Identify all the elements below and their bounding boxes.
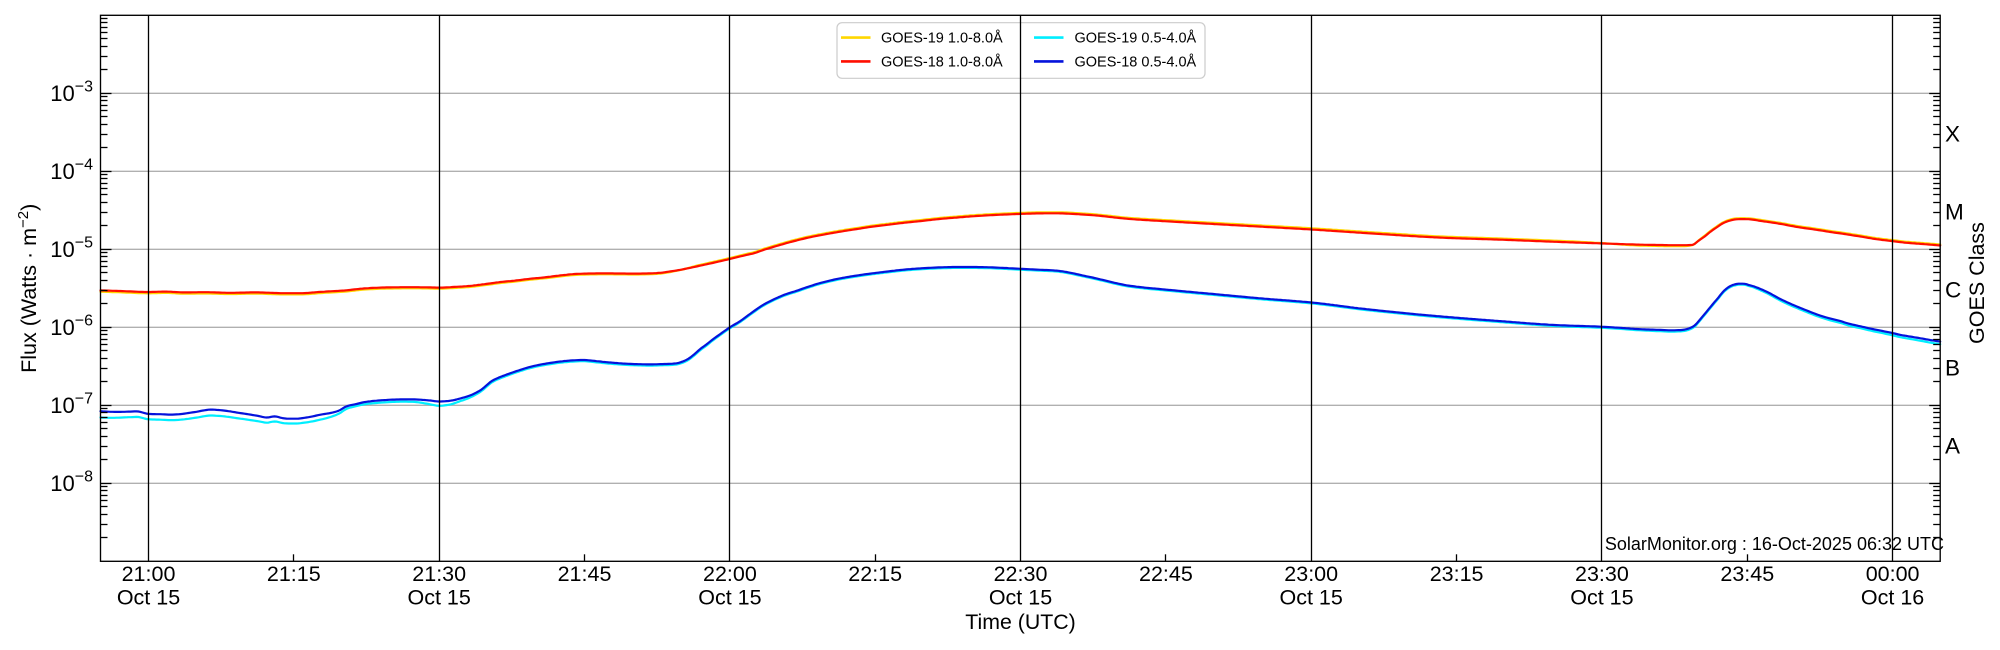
svg-text:Oct 16: Oct 16 bbox=[1861, 586, 1924, 610]
svg-text:GOES-18 1.0-8.0Å: GOES-18 1.0-8.0Å bbox=[881, 53, 1003, 70]
svg-text:23:45: 23:45 bbox=[1720, 562, 1774, 586]
svg-text:22:00: 22:00 bbox=[703, 562, 757, 586]
svg-text:GOES Class: GOES Class bbox=[1965, 222, 1989, 344]
svg-text:10−8: 10−8 bbox=[50, 468, 93, 496]
svg-text:10−5: 10−5 bbox=[50, 234, 93, 262]
svg-text:X: X bbox=[1945, 121, 1960, 146]
svg-text:23:00: 23:00 bbox=[1284, 562, 1338, 586]
svg-text:Oct 15: Oct 15 bbox=[408, 586, 471, 610]
svg-text:22:15: 22:15 bbox=[848, 562, 902, 586]
svg-text:Flux (Watts · m−2): Flux (Watts · m−2) bbox=[15, 204, 41, 373]
svg-text:22:45: 22:45 bbox=[1139, 562, 1193, 586]
svg-text:Oct 15: Oct 15 bbox=[1570, 586, 1633, 610]
svg-text:Time (UTC): Time (UTC) bbox=[965, 610, 1075, 634]
svg-text:C: C bbox=[1945, 277, 1961, 302]
svg-text:21:30: 21:30 bbox=[412, 562, 466, 586]
svg-text:GOES-18 0.5-4.0Å: GOES-18 0.5-4.0Å bbox=[1075, 53, 1197, 70]
svg-text:22:30: 22:30 bbox=[994, 562, 1048, 586]
svg-text:GOES-19 0.5-4.0Å: GOES-19 0.5-4.0Å bbox=[1075, 30, 1197, 47]
svg-text:Oct 15: Oct 15 bbox=[1280, 586, 1343, 610]
svg-text:00:00: 00:00 bbox=[1866, 562, 1920, 586]
svg-text:10−4: 10−4 bbox=[50, 156, 93, 184]
svg-text:A: A bbox=[1945, 433, 1960, 458]
svg-text:Oct 15: Oct 15 bbox=[698, 586, 761, 610]
svg-text:21:15: 21:15 bbox=[267, 562, 321, 586]
svg-text:Oct 15: Oct 15 bbox=[989, 586, 1052, 610]
svg-text:23:30: 23:30 bbox=[1575, 562, 1629, 586]
svg-text:21:45: 21:45 bbox=[558, 562, 612, 586]
svg-text:GOES-19 1.0-8.0Å: GOES-19 1.0-8.0Å bbox=[881, 30, 1003, 47]
svg-text:23:15: 23:15 bbox=[1430, 562, 1484, 586]
svg-text:B: B bbox=[1945, 355, 1960, 380]
svg-text:Oct 15: Oct 15 bbox=[117, 586, 180, 610]
svg-text:M: M bbox=[1945, 199, 1964, 224]
svg-text:21:00: 21:00 bbox=[122, 562, 176, 586]
svg-text:SolarMonitor.org : 16-Oct-2025: SolarMonitor.org : 16-Oct-2025 06:32 UTC bbox=[1605, 534, 1944, 554]
